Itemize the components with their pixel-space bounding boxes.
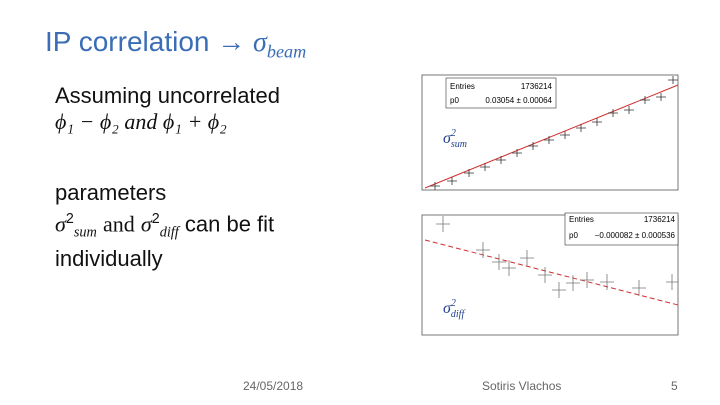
stat-value: 1736214 xyxy=(521,82,553,91)
sup: 2 xyxy=(151,211,160,227)
stat-label: p0 xyxy=(569,231,578,240)
and: and xyxy=(102,211,135,237)
symbol: σ xyxy=(443,130,452,147)
symbol: σ xyxy=(443,300,452,317)
plot-top: Entries 1736214 p0 0.03054 ± 0.00064 σ2 s… xyxy=(421,74,679,191)
sub: diff xyxy=(451,309,466,320)
stat-box xyxy=(564,212,679,246)
sup: 2 xyxy=(65,211,74,227)
plot-bottom: Entries 1736214 p0 −0.000082 ± 0.000536 … xyxy=(421,212,679,336)
title-symbol: σ xyxy=(253,27,267,58)
footer-author: Sotiris Vlachos xyxy=(482,379,562,393)
bullet-math: σ2sum and σ2diff can be fit xyxy=(55,206,274,246)
bullet-text: can be fit xyxy=(184,211,275,237)
bullet-line: Assuming uncorrelated xyxy=(55,83,281,108)
stat-label: Entries xyxy=(569,215,594,224)
stat-label: p0 xyxy=(450,96,459,105)
title-text: IP correlation → xyxy=(45,26,246,57)
sub: sum xyxy=(451,139,467,150)
footer-page: 5 xyxy=(671,379,678,393)
title: IP correlation → σbeam xyxy=(45,26,306,63)
plot-label: σ2 sum xyxy=(443,128,467,150)
sup: 2 xyxy=(451,128,456,139)
bullet-math: ϕ₁ − ϕ₂ and ϕ₁ + ϕ₂ xyxy=(55,109,227,134)
bullet: parameters σ2sum and σ2diff can be fit i… xyxy=(55,180,274,272)
bullet: Assuming uncorrelated ϕ₁ − ϕ₂ and ϕ₁ + ϕ… xyxy=(55,83,280,135)
stat-value: −0.000082 ± 0.000536 xyxy=(595,231,676,240)
footer-date: 24/05/2018 xyxy=(243,379,304,393)
title-subscript: beam xyxy=(266,41,307,62)
sup: 2 xyxy=(451,298,456,309)
symbol: σ xyxy=(55,211,66,237)
fit-line xyxy=(424,239,679,306)
symbol: σ xyxy=(140,211,152,237)
bullet-line: parameters xyxy=(55,180,167,205)
sub: diff xyxy=(159,224,179,241)
bullet-line: individually xyxy=(55,245,163,271)
stat-label: Entries xyxy=(450,82,475,91)
points xyxy=(430,76,678,190)
stat-value: 1736214 xyxy=(644,215,676,224)
stat-value: 0.03054 ± 0.00064 xyxy=(485,96,552,105)
stat-box xyxy=(445,77,557,109)
sub: sum xyxy=(73,224,97,241)
fit-line xyxy=(424,84,679,189)
plot-label: σ2 diff xyxy=(443,298,465,320)
points xyxy=(436,216,678,298)
